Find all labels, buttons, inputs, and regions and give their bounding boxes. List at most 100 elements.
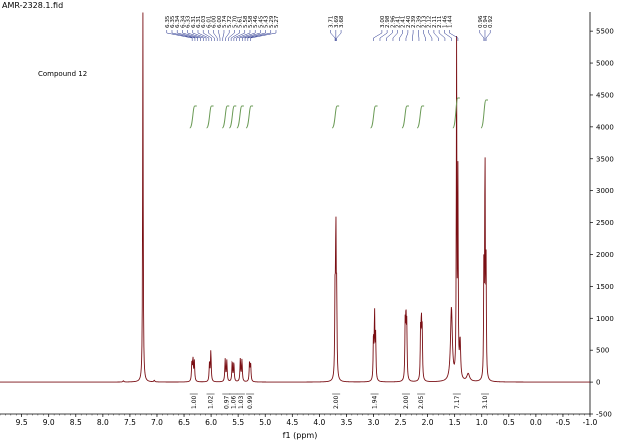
peak-label: 1.46 [442, 15, 448, 28]
peak-label-leader [242, 30, 261, 41]
peak-label-leader [438, 30, 446, 41]
peak-label: 6.01 [206, 15, 212, 28]
x-tick-label: 5.0 [259, 418, 271, 427]
peak-label: 6.33 [186, 15, 192, 28]
peak-label: 6.03 [201, 15, 207, 28]
peak-label-leader [433, 30, 439, 41]
x-tick-label: 1.5 [449, 418, 461, 427]
peak-label-leader [233, 30, 246, 41]
x-tick-label: 8.0 [97, 418, 109, 427]
y-tick-label: 1500 [596, 283, 614, 291]
x-tick-label: 6.5 [178, 418, 190, 427]
y-tick-label: 3000 [596, 187, 614, 195]
plot-area: 9.5 9.0 8.5 8.0 7.5 7.0 6.5 6.0 5.5 5.0 4.5 4.0 3.5 3… [0, 12, 614, 427]
y-tick-label: -500 [596, 411, 612, 419]
x-tick-label: 0.0 [530, 418, 542, 427]
peak-label: 2.11 [432, 15, 438, 28]
peak-label: 5.27 [274, 15, 280, 28]
peak-label-leader [171, 30, 196, 41]
peak-label-leader [485, 30, 491, 41]
peak-label: 3.69 [334, 15, 340, 28]
y-tick-label: 4500 [596, 91, 614, 99]
x-axis-label: f1 (ppm) [283, 431, 318, 440]
integral-curve [221, 105, 230, 129]
peak-label: 6.34 [175, 15, 181, 28]
peak-label: 2.41 [401, 15, 407, 28]
integral-curve [236, 105, 244, 129]
peak-label-leader [392, 30, 398, 41]
peak-label: 2.98 [385, 15, 391, 28]
integral-curve [401, 105, 409, 129]
peak-label: 5.45 [258, 15, 264, 28]
peak-label: 6.34 [180, 15, 186, 28]
peak-label: 5.74 [222, 15, 228, 28]
peak-label-leader [330, 30, 336, 41]
peak-label: 5.29 [269, 15, 275, 28]
peak-label: 2.13 [422, 15, 428, 28]
peak-label: 2.11 [437, 15, 443, 28]
peak-label-leader [250, 30, 277, 41]
x-tick-label: 3.0 [368, 418, 380, 427]
peak-label: 2.41 [396, 15, 402, 28]
y-tick-label: 0 [596, 379, 600, 387]
peak-label-leader [386, 30, 393, 41]
integral-value: 0.97 [223, 395, 230, 409]
peak-label-leader [213, 30, 218, 41]
peak-label-leader [336, 30, 342, 41]
peak-label: 2.40 [406, 15, 412, 28]
chart-title: AMR-2328.1.fid [2, 1, 63, 10]
x-tick-label: 2.0 [422, 418, 434, 427]
peak-label: 0.92 [488, 16, 494, 28]
peak-label: 2.39 [416, 15, 422, 28]
integral-value: 7.17 [454, 395, 461, 409]
x-tick-label: 8.5 [70, 418, 82, 427]
peak-label: 5.58 [243, 15, 249, 28]
peak-label: 5.72 [227, 16, 233, 28]
y-tick-label: 500 [596, 347, 609, 355]
x-tick-label: 1.0 [476, 418, 488, 427]
peak-label: 6.31 [191, 15, 197, 28]
x-tick-label: 5.5 [232, 418, 244, 427]
integral-curve [331, 105, 340, 129]
y-tick-label: 4000 [596, 123, 614, 131]
peak-label: 5.43 [264, 15, 270, 28]
y-tick-label: 1000 [596, 315, 614, 323]
y-tick-label: 5500 [596, 28, 614, 36]
x-tick-label: 2.5 [395, 418, 407, 427]
peak-label: 1.44 [448, 15, 454, 28]
integral-value: 1.02 [208, 395, 215, 409]
integral-curve [416, 105, 425, 129]
peak-label: 5.46 [253, 15, 259, 28]
integral-value: 1.06 [230, 395, 237, 409]
x-tick-label: 4.0 [313, 418, 325, 427]
y-tick-label: 3500 [596, 155, 614, 163]
peak-label-leader [208, 30, 215, 41]
peak-label: 0.94 [483, 15, 489, 28]
peak-label-leader [412, 30, 414, 41]
integral-value: 2.00 [403, 395, 410, 409]
integral-value: 2.00 [333, 395, 340, 409]
x-tick-label: 4.5 [286, 418, 298, 427]
peak-label-leader [176, 30, 198, 41]
peak-label-leader [247, 30, 272, 41]
peak-label-leader [202, 30, 212, 41]
integral-value: 1.94 [372, 395, 379, 409]
integral-curve [228, 105, 237, 129]
integral-curve [245, 105, 254, 129]
integral-curve [206, 105, 214, 129]
peak-label: 2.12 [427, 16, 433, 28]
y-tick-label: 2000 [596, 251, 614, 259]
x-tick-label: -0.5 [556, 418, 571, 427]
peak-label: 2.96 [390, 15, 396, 28]
peak-label-leader [449, 30, 459, 41]
peak-label-leader [379, 30, 388, 41]
integral-value: 1.03 [238, 395, 245, 409]
peak-label-leader [187, 30, 204, 41]
peak-label-leader [166, 30, 193, 41]
peak-label-leader [218, 30, 221, 41]
integral-value: 3.10 [482, 395, 489, 409]
peak-label-leader [399, 30, 403, 41]
peak-label-leader [479, 30, 485, 41]
x-tick-label: 9.5 [16, 418, 28, 427]
integral-value: 1.00 [191, 395, 198, 409]
